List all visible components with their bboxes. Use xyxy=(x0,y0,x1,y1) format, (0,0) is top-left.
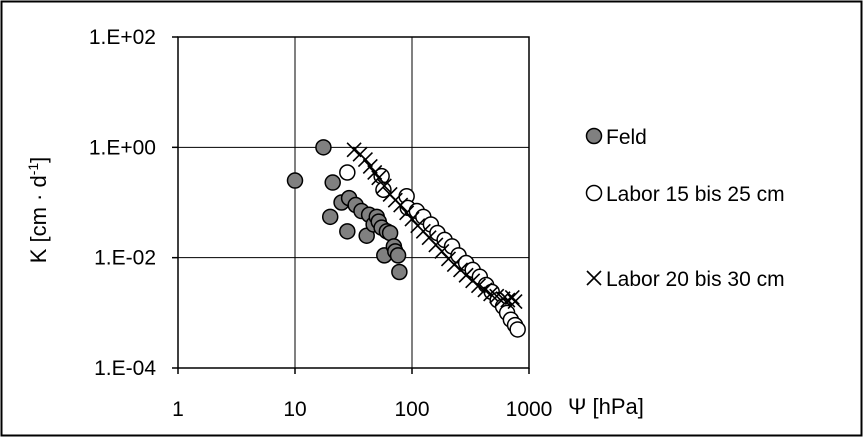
data-point xyxy=(393,197,409,213)
y-tick-label: 1.E-04 xyxy=(94,357,156,380)
data-point xyxy=(286,172,304,189)
data-point xyxy=(391,263,408,281)
x-tick-label: 1 xyxy=(172,398,184,421)
plot-area xyxy=(177,36,530,369)
y-tick-label: 1.E+00 xyxy=(89,136,156,159)
data-point xyxy=(470,278,487,294)
y-axis-label-sup: -1 xyxy=(25,163,41,176)
axis-ticks: 1 10 100 1000 1.E-04 1.E-02 1.E+00 1.E+02 xyxy=(89,26,553,421)
legend: Feld Labor 15 bis 25 cm Labor 20 bis 30 cm xyxy=(585,126,785,291)
data-points xyxy=(286,139,526,338)
x-tick-label: 1000 xyxy=(506,398,553,421)
data-point xyxy=(376,178,392,194)
x-tick-label: 100 xyxy=(394,398,429,421)
y-axis-label-main: K [cm · d xyxy=(26,175,51,263)
data-point xyxy=(324,174,341,191)
legend-label: Labor 20 bis 30 cm xyxy=(606,268,785,291)
legend-marker xyxy=(585,127,603,145)
series-3 xyxy=(346,142,523,310)
data-point xyxy=(339,223,356,240)
series-2 xyxy=(339,164,526,338)
legend-label: Feld xyxy=(606,126,647,149)
legend-marker xyxy=(586,270,602,286)
x-tick-label: 10 xyxy=(283,398,306,421)
data-point xyxy=(381,224,399,242)
legend-label: Labor 15 bis 25 cm xyxy=(606,183,785,206)
y-tick-label: 1.E-02 xyxy=(94,247,156,270)
data-point xyxy=(507,294,523,310)
y-axis-label-end: ] xyxy=(26,157,51,163)
legend-item: Feld xyxy=(585,126,647,149)
data-point xyxy=(321,208,339,226)
y-axis-label: K [cm · d-1] xyxy=(25,157,51,264)
data-point xyxy=(509,321,526,338)
data-point xyxy=(339,164,356,181)
data-point xyxy=(357,152,374,168)
legend-item: Labor 20 bis 30 cm xyxy=(586,268,785,291)
data-point xyxy=(315,139,332,156)
legend-item: Labor 15 bis 25 cm xyxy=(585,183,785,206)
series-1 xyxy=(286,139,408,281)
data-point xyxy=(389,247,407,264)
data-point xyxy=(504,289,520,306)
legend-marker xyxy=(585,184,603,202)
data-point xyxy=(495,291,511,307)
x-axis-label: Ψ [hPa] xyxy=(568,394,644,419)
data-point xyxy=(371,170,387,186)
y-tick-label: 1.E+02 xyxy=(89,26,156,49)
